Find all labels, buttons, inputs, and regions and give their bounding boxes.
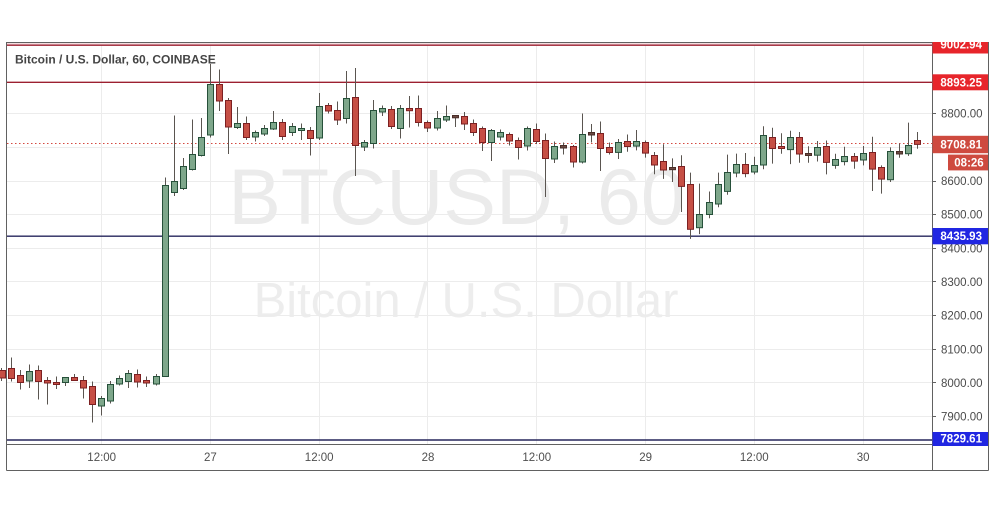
svg-text:8435.93: 8435.93 (940, 231, 982, 243)
svg-text:12:00: 12:00 (522, 452, 551, 464)
svg-text:7829.61: 7829.61 (940, 434, 982, 446)
svg-text:8300.00: 8300.00 (941, 277, 983, 289)
svg-text:8500.00: 8500.00 (941, 210, 983, 222)
svg-text:8200.00: 8200.00 (941, 311, 983, 323)
svg-text:29: 29 (639, 452, 652, 464)
svg-text:9002.94: 9002.94 (940, 40, 982, 52)
svg-text:Bitcoin / U.S. Dollar: Bitcoin / U.S. Dollar (254, 274, 679, 328)
svg-text:12:00: 12:00 (305, 452, 334, 464)
svg-text:8000.00: 8000.00 (941, 378, 983, 390)
svg-text:8600.00: 8600.00 (941, 176, 983, 188)
svg-text:8100.00: 8100.00 (941, 344, 983, 356)
svg-text:8708.81: 8708.81 (940, 140, 982, 152)
svg-text:8800.00: 8800.00 (941, 109, 983, 121)
svg-text:08:26: 08:26 (954, 158, 983, 170)
svg-text:12:00: 12:00 (87, 452, 116, 464)
svg-text:30: 30 (857, 452, 870, 464)
svg-text:28: 28 (422, 452, 435, 464)
svg-text:7900.00: 7900.00 (941, 412, 983, 424)
svg-text:Bitcoin / U.S. Dollar, 60, COI: Bitcoin / U.S. Dollar, 60, COINBASE (15, 53, 216, 67)
svg-text:27: 27 (204, 452, 217, 464)
svg-text:12:00: 12:00 (740, 452, 769, 464)
svg-text:8400.00: 8400.00 (941, 243, 983, 255)
svg-text:8893.25: 8893.25 (940, 77, 982, 89)
svg-text:BTCUSD, 60: BTCUSD, 60 (228, 152, 685, 241)
